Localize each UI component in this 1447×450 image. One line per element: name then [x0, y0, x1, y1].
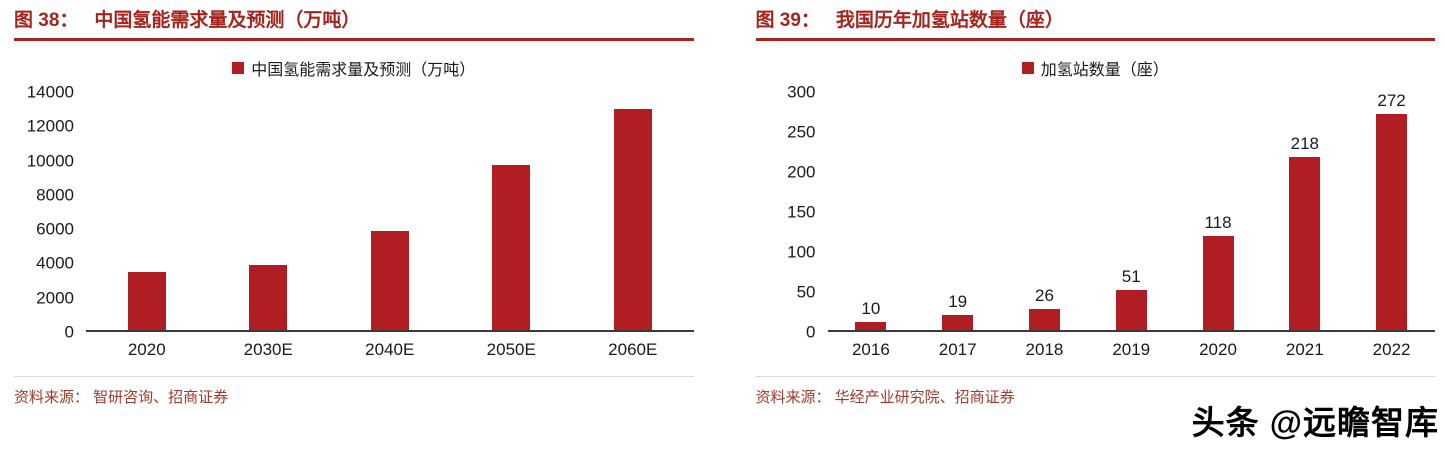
source-line-left: 资料来源： 智研咨询、招商证券 — [14, 376, 694, 415]
x-tick-label: 2020 — [127, 340, 166, 359]
bar-chart-refueling-stations: 0 50 100 150 200 250 300 10 19 26 51 118 218 272 2016 2… — [756, 84, 1436, 360]
bar-value-label: 272 — [1377, 91, 1406, 111]
y-tick-label: 150 — [787, 202, 816, 222]
source-text: 资料来源： 华经产业研究院、招商证券 — [755, 389, 1015, 406]
bar-chart-hydrogen-demand: 0 2000 4000 6000 8000 10000 12000 14000 2020 2030… — [14, 84, 694, 360]
x-tick-label: 2018 — [1025, 340, 1064, 359]
x-tick-label: 2060E — [608, 340, 658, 359]
plot: 0 50 100 150 200 250 300 10 19 26 51 118 218 272 — [756, 84, 1435, 341]
bar-column: 10 — [828, 92, 915, 330]
y-axis-spacer — [14, 340, 86, 360]
bar — [370, 231, 409, 330]
plot: 0 2000 4000 6000 8000 10000 12000 14000 — [14, 84, 694, 341]
y-tick-label: 100 — [787, 242, 816, 262]
x-axis: 2020 2030E 2040E 2050E 2060E — [14, 340, 694, 360]
bar-column: 118 — [1175, 92, 1262, 330]
plot-area: 10 19 26 51 118 218 272 — [827, 92, 1435, 332]
bar — [249, 265, 288, 330]
legend-label: 加氢站数量（座） — [1040, 62, 1169, 79]
y-tick-label: 12000 — [26, 116, 74, 136]
bar-column: 272 — [1348, 92, 1435, 330]
watermark-text: 头条 @远瞻智库 — [1191, 404, 1439, 441]
plot-area — [86, 92, 694, 332]
y-tick-label: 8000 — [36, 185, 74, 205]
y-tick-label: 4000 — [36, 253, 74, 273]
bar-column: 26 — [1001, 92, 1088, 330]
report-figures-page: 图 38： 中国氢能需求量及预测（万吨） 中国氢能需求量及预测（万吨） 0 200… — [14, 5, 1436, 415]
y-tick-label: 0 — [806, 322, 816, 342]
y-tick-label: 0 — [64, 322, 74, 342]
x-axis: 2016 2017 2018 2019 2020 2021 2022 — [756, 340, 1436, 360]
y-tick-label: 300 — [787, 82, 816, 102]
x-tick-label: 2040E — [365, 340, 415, 359]
x-tick-label: 2019 — [1112, 340, 1151, 359]
bar-column — [572, 92, 694, 330]
y-tick-label: 6000 — [36, 219, 74, 239]
figure-39-label: 图 39： — [755, 10, 820, 31]
bar-value-label: 51 — [1121, 266, 1141, 286]
bar — [1376, 114, 1408, 330]
legend-swatch-icon — [1021, 62, 1034, 74]
bar-column: 51 — [1088, 92, 1175, 330]
bar-column — [208, 92, 330, 330]
legend-refueling-stations: 加氢站数量（座） — [756, 56, 1436, 80]
figure-38-title: 中国氢能需求量及预测（万吨） — [94, 10, 361, 31]
figure-39-panel: 图 39： 我国历年加氢站数量（座） 加氢站数量（座） 0 50 100 150 200… — [755, 5, 1436, 415]
legend-hydrogen-demand: 中国氢能需求量及预测（万吨） — [14, 56, 694, 80]
bar-value-label: 26 — [1034, 286, 1054, 306]
bar — [492, 165, 531, 330]
bar-column — [451, 92, 573, 330]
figure-39-header: 图 39： 我国历年加氢站数量（座） — [755, 5, 1435, 41]
y-tick-label: 10000 — [26, 151, 74, 171]
x-tick-label: 2022 — [1372, 340, 1411, 359]
bar-column: 19 — [914, 92, 1001, 330]
x-tick-label: 2020 — [1199, 340, 1237, 359]
bar — [1028, 309, 1060, 330]
bar-value-label: 19 — [948, 291, 968, 311]
y-tick-label: 50 — [796, 282, 816, 302]
bar-value-label: 218 — [1290, 134, 1319, 154]
bar — [127, 272, 166, 330]
figure-39-title: 我国历年加氢站数量（座） — [835, 10, 1064, 31]
x-tick-label: 2030E — [243, 340, 293, 359]
y-axis-spacer — [756, 340, 828, 360]
bar-column: 218 — [1261, 92, 1348, 330]
y-tick-label: 250 — [787, 122, 816, 142]
bar-value-label: 118 — [1204, 213, 1232, 233]
bar — [1115, 289, 1147, 330]
x-tick-label: 2016 — [851, 340, 890, 359]
bar-column — [86, 92, 208, 330]
source-text: 资料来源： 智研咨询、招商证券 — [14, 389, 229, 406]
bar — [1202, 236, 1234, 330]
x-tick-label: 2021 — [1285, 340, 1324, 359]
figure-38-label: 图 38： — [14, 10, 79, 31]
legend-label: 中国氢能需求量及预测（万吨） — [251, 62, 476, 79]
source-line-right: 资料来源： 华经产业研究院、招商证券 — [755, 376, 1435, 415]
figure-38-panel: 图 38： 中国氢能需求量及预测（万吨） 中国氢能需求量及预测（万吨） 0 200… — [14, 5, 694, 415]
figure-38-header: 图 38： 中国氢能需求量及预测（万吨） — [14, 5, 694, 41]
bar — [1289, 157, 1321, 330]
x-tick-label: 2017 — [938, 340, 977, 359]
watermark-toutiao: 头条 @远瞻智库 — [1192, 396, 1439, 444]
y-tick-label: 2000 — [36, 288, 74, 308]
bar — [855, 322, 887, 330]
bar — [613, 109, 652, 330]
legend-swatch-icon — [232, 62, 245, 74]
y-tick-label: 200 — [787, 162, 816, 182]
x-tick-label: 2050E — [486, 340, 536, 359]
y-tick-label: 14000 — [26, 82, 74, 102]
y-axis: 0 2000 4000 6000 8000 10000 12000 14000 — [14, 84, 86, 341]
bar-column — [329, 92, 451, 330]
bar-value-label: 10 — [861, 299, 881, 319]
bar — [942, 314, 974, 330]
y-axis: 0 50 100 150 200 250 300 — [756, 84, 828, 341]
